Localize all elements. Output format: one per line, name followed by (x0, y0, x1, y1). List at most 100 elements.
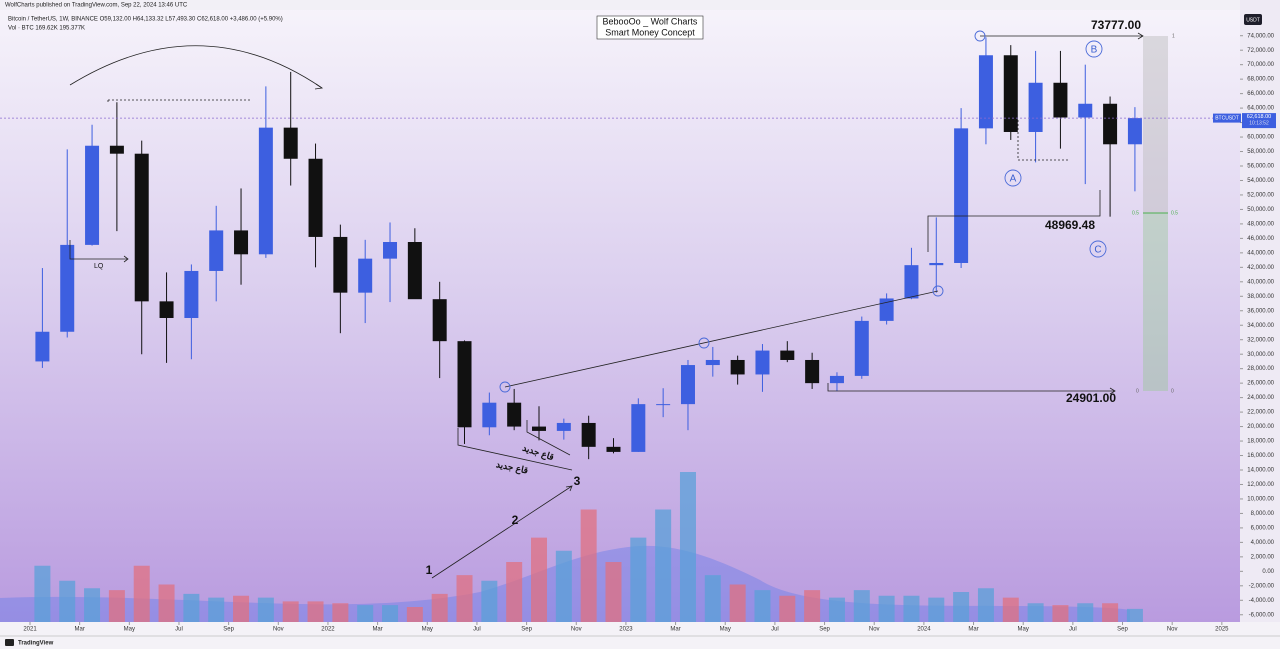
y-tick-label: 68,000.00 (1247, 77, 1274, 83)
candle-body (532, 426, 546, 431)
high-price-label: 73777.00 (1091, 18, 1141, 32)
x-tick-label: Jul (1069, 627, 1077, 633)
y-tick-label: 6,000.00 (1251, 525, 1275, 531)
volume-bar (481, 580, 498, 622)
y-tick-label: 12,000.00 (1247, 482, 1274, 488)
candle-body (879, 298, 894, 321)
y-tick-label: 2,000.00 (1251, 554, 1275, 560)
count-2: 2 (512, 513, 519, 527)
y-tick-label: 46,000.00 (1247, 236, 1274, 242)
x-tick-label: Sep (819, 627, 830, 633)
volume-bar (456, 575, 473, 622)
circle (1085, 40, 1103, 58)
subtitle: Smart Money Concept (605, 27, 695, 37)
volume-bar (531, 537, 547, 622)
x-tick-label: May (1018, 627, 1029, 633)
y-tick-label: 22,000.00 (1247, 410, 1274, 416)
y-tick-label: 64,000.00 (1247, 106, 1274, 112)
circle (698, 337, 710, 349)
x-tick-label: Nov (273, 627, 284, 633)
candle-body (730, 359, 745, 375)
y-tick-label: 74,000.00 (1247, 33, 1274, 39)
y-tick-label: 66,000.00 (1247, 91, 1274, 97)
currency: USDT (1246, 17, 1260, 23)
x-tick-label: Mar (74, 627, 84, 633)
arc (69, 45, 323, 89)
count-1: 1 (426, 563, 433, 577)
candle-body (60, 244, 75, 332)
y-tick-label: 42,000.00 (1247, 265, 1274, 271)
y-tick-label: 30,000.00 (1247, 352, 1274, 358)
y-tick-label: 32,000.00 (1247, 337, 1274, 343)
volume-bar (977, 588, 994, 622)
candle-body (432, 299, 447, 342)
y-tick-label: 40,000.00 (1247, 279, 1274, 285)
candle-body (680, 365, 695, 405)
candle-body (606, 446, 621, 452)
low-line (827, 383, 1116, 395)
candle-body (954, 128, 969, 263)
circle (974, 30, 986, 42)
brand-logo (5, 639, 14, 646)
y-tick-label: -6,000.00 (1249, 612, 1275, 618)
x-tick-label: 2023 (619, 627, 633, 633)
countdown: 10:13:52 (1249, 120, 1269, 126)
y-tick-label: 48,000.00 (1247, 221, 1274, 227)
volume-layer (34, 472, 1143, 622)
candle-body (1028, 82, 1043, 132)
symbol-label: BTCUSDT (1215, 115, 1239, 121)
volume-bar (1052, 605, 1069, 622)
candle-body (308, 158, 323, 237)
volume-bar (704, 575, 721, 622)
low-arrow-2 (526, 420, 571, 456)
x-tick-label: Jul (473, 627, 481, 633)
x-tick-label: Sep (223, 627, 234, 633)
volume-bar (928, 597, 945, 622)
candle-body (507, 402, 522, 427)
candle-body (134, 153, 149, 302)
candle-body (482, 402, 497, 428)
wave-b: B (1091, 45, 1098, 56)
candle-body (184, 270, 199, 318)
volume-bar (953, 592, 970, 622)
y-tick-label: 52,000.00 (1247, 193, 1274, 199)
volume-bar (208, 597, 225, 622)
candles (35, 37, 1142, 460)
volume-info: Vol · BTC 169.62K 195.377K (8, 26, 85, 32)
volume-bar (332, 603, 349, 622)
volume-bar (580, 509, 597, 622)
volume-bar (655, 509, 672, 622)
candle-body (581, 422, 596, 447)
candle-body (333, 236, 348, 293)
y-tick-label: 0.00 (1262, 569, 1274, 575)
volume-bar (406, 607, 423, 622)
lq-label: LQ (94, 263, 104, 270)
x-tick-label: May (124, 627, 135, 633)
publish-bar (0, 0, 1240, 10)
volume-bar (282, 601, 299, 622)
y-tick-label: 44,000.00 (1247, 250, 1274, 256)
candle-body (1078, 103, 1093, 118)
y-tick-label: 4,000.00 (1251, 540, 1275, 546)
circle (932, 285, 944, 297)
candle-body (407, 242, 422, 300)
y-tick-label: 16,000.00 (1247, 453, 1274, 459)
title-box (596, 15, 704, 40)
candle-body (283, 127, 298, 159)
price-tag: BTCUSDT 62,618.00 10:13:52 (1213, 113, 1276, 129)
mid-line (927, 190, 1101, 252)
candle-body (1103, 103, 1118, 145)
volume-bar (357, 605, 374, 622)
candle-body (705, 359, 720, 366)
volume-bar (84, 588, 101, 622)
volume-bar (34, 565, 51, 622)
volume-bar (233, 595, 250, 622)
mid-price-label: 48969.48 (1045, 218, 1095, 232)
candle-body (904, 265, 919, 299)
x-tick-label: 2021 (23, 627, 37, 633)
candle-body (854, 320, 869, 376)
y-tick-label: 24,000.00 (1247, 395, 1274, 401)
volume-bar (1027, 603, 1044, 622)
y-tick-label: 8,000.00 (1251, 511, 1275, 517)
